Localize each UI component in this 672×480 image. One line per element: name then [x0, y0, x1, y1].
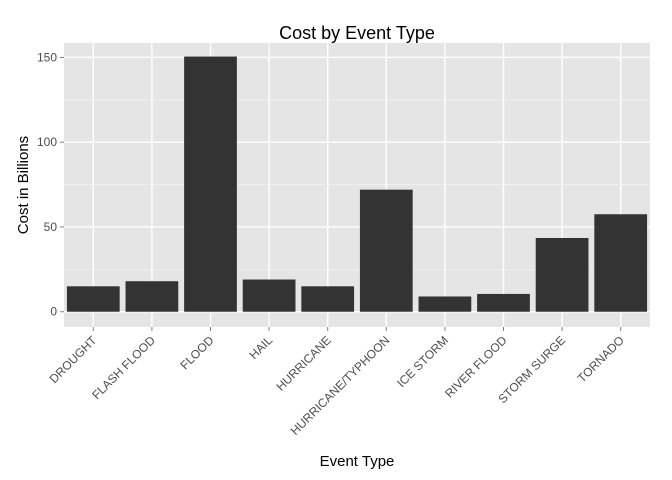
x-axis-title: Event Type [320, 453, 395, 470]
bar-ice-storm [418, 296, 472, 312]
x-tick-label: ICE STORM [394, 333, 451, 390]
bar-drought [66, 286, 120, 312]
x-tick-label: HURRICANE/TYPHOON [288, 333, 393, 438]
bar-river-flood [477, 293, 530, 312]
x-tick-label: HURRICANE [273, 333, 333, 393]
y-tick-label: 50 [44, 220, 58, 234]
x-tick-label: HAIL [246, 333, 275, 362]
bar-hurricane-typhoon [359, 189, 413, 312]
x-tick-label: TORNADO [575, 333, 627, 385]
bar-storm-surge [535, 237, 589, 312]
y-tick-label: 100 [37, 135, 57, 149]
y-tick-label: 0 [50, 305, 57, 319]
bar-tornado [594, 214, 648, 312]
y-tick-label: 150 [37, 50, 57, 64]
x-tick-label: FLOOD [177, 333, 216, 372]
bar-hail [242, 279, 296, 312]
chart-title: Cost by Event Type [279, 23, 435, 43]
bar-flood [184, 56, 237, 312]
bar-flash-flood [125, 281, 179, 312]
y-axis-title: Cost in Billions [15, 136, 32, 234]
x-tick-label: DROUGHT [47, 333, 100, 386]
bar-hurricane [301, 286, 355, 312]
x-tick-label: FLASH FLOOD [89, 333, 158, 402]
